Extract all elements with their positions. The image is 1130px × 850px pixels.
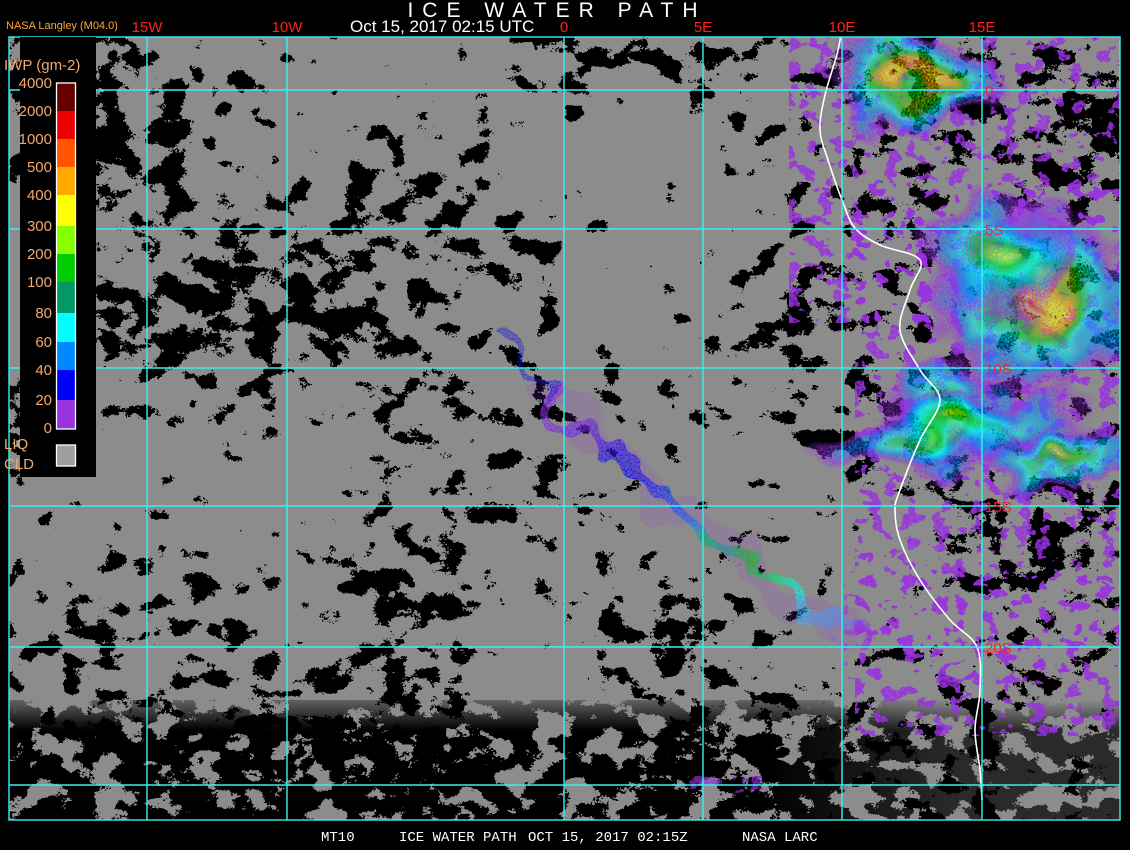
svg-text:NASA Langley (M04.0): NASA Langley (M04.0) [6,20,118,32]
svg-text:5S: 5S [985,222,1003,239]
svg-text:4000: 4000 [19,75,52,92]
svg-text:ICE WATER PATH: ICE WATER PATH [399,830,517,846]
svg-text:NASA LARC: NASA LARC [742,830,818,846]
svg-text:2000: 2000 [19,103,52,120]
svg-text:CLD: CLD [4,456,34,473]
svg-text:IWP (gm-2): IWP (gm-2) [4,57,80,74]
svg-text:LIQ: LIQ [4,436,28,453]
svg-text:15W: 15W [132,19,164,36]
svg-text:20S: 20S [985,640,1012,657]
svg-text:100: 100 [27,274,52,291]
svg-text:Oct 15, 2017 02:15 UTC: Oct 15, 2017 02:15 UTC [350,17,534,36]
svg-text:5E: 5E [694,19,712,36]
svg-text:80: 80 [35,305,52,322]
svg-text:20: 20 [35,392,52,409]
svg-text:10E: 10E [829,19,856,36]
svg-text:OCT 15, 2017 02:15Z: OCT 15, 2017 02:15Z [528,830,688,846]
svg-text:60: 60 [35,334,52,351]
svg-text:200: 200 [27,246,52,263]
svg-text:0: 0 [560,19,568,36]
svg-text:1000: 1000 [19,131,52,148]
svg-text:300: 300 [27,218,52,235]
svg-text:400: 400 [27,187,52,204]
svg-text:15E: 15E [969,19,996,36]
svg-text:10S: 10S [985,361,1012,378]
svg-text:500: 500 [27,159,52,176]
svg-text:15S: 15S [985,499,1012,516]
svg-text:10W: 10W [272,19,304,36]
svg-text:MT10: MT10 [321,830,355,846]
svg-text:0: 0 [44,420,52,437]
svg-text:40: 40 [35,362,52,379]
svg-text:0: 0 [985,83,993,100]
